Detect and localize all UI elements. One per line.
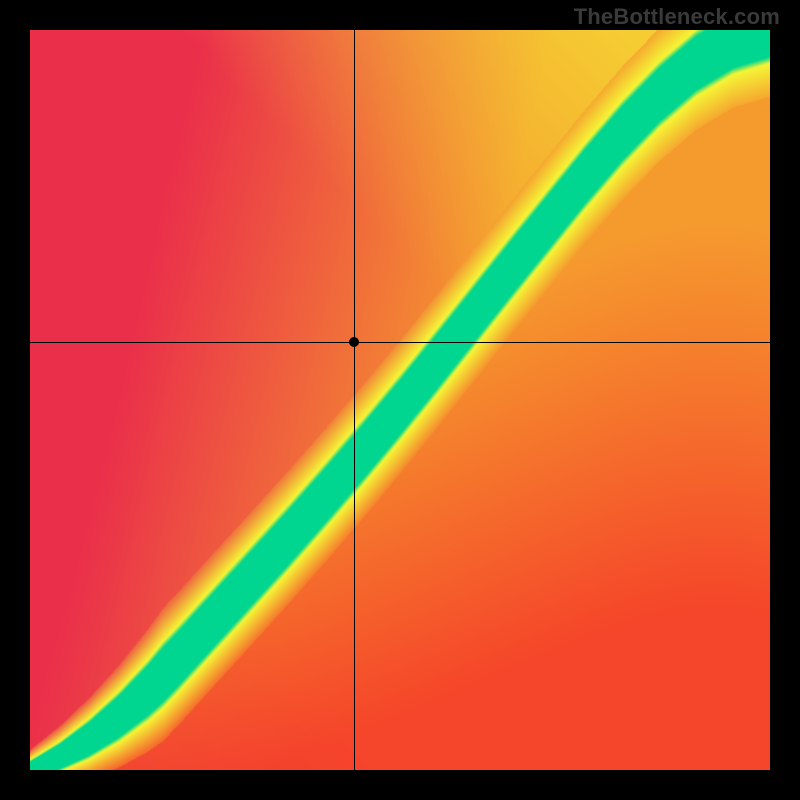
crosshair-horizontal (30, 342, 770, 343)
crosshair-vertical (354, 30, 355, 770)
chart-frame: TheBottleneck.com (0, 0, 800, 800)
plot-area (30, 30, 770, 770)
watermark-text: TheBottleneck.com (574, 4, 780, 30)
heatmap-canvas (30, 30, 770, 770)
